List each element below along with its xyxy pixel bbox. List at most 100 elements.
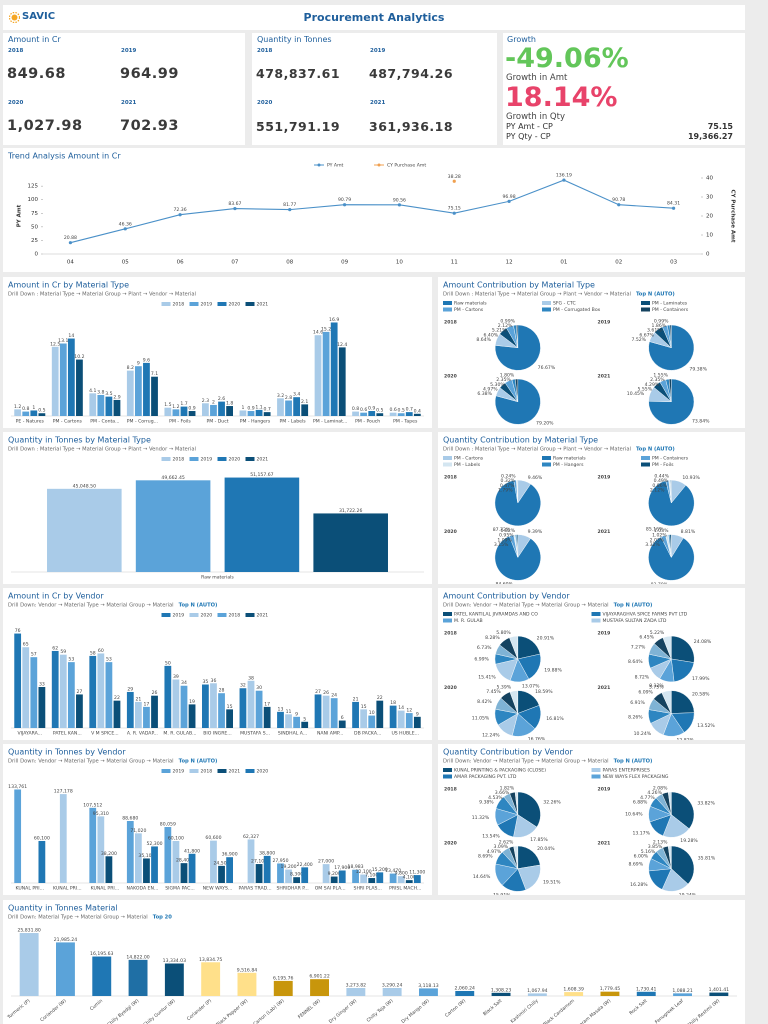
bar bbox=[202, 403, 209, 416]
y-tick-label: 100 bbox=[28, 197, 39, 203]
data-label: 12 bbox=[406, 708, 412, 714]
pie-label: 4.97% bbox=[487, 849, 502, 855]
data-label: 2 bbox=[212, 399, 215, 405]
pie-label: 0.99% bbox=[500, 319, 515, 325]
pie-label: 1.82% bbox=[500, 786, 515, 792]
legend-label: 2020 bbox=[229, 457, 241, 463]
pie-label: 0.99% bbox=[654, 319, 669, 325]
data-label: 16.9 bbox=[329, 317, 339, 323]
pie-label: 8.42% bbox=[477, 699, 492, 705]
pie-slice bbox=[668, 378, 672, 402]
kpi-amount: Amount in Cr 2018 849.68 2019 964.99 202… bbox=[3, 33, 245, 145]
data-label: 25,831.80 bbox=[17, 928, 40, 934]
pie-label: 0.49% bbox=[654, 478, 669, 484]
bar bbox=[226, 406, 233, 416]
bar bbox=[418, 988, 438, 996]
x-tick-label: MUSTAFA S... bbox=[240, 731, 270, 737]
pie-label: 0.86% bbox=[652, 483, 667, 489]
kpi-year: 2021 bbox=[370, 100, 386, 106]
pie-slice bbox=[671, 791, 695, 830]
data-label: 0.5 bbox=[38, 408, 45, 414]
bar bbox=[105, 662, 113, 728]
data-label: 4.1 bbox=[89, 388, 96, 394]
header: SAVIC Procurement Analytics bbox=[3, 5, 745, 30]
data-label: 36 bbox=[211, 678, 217, 684]
pie-label: 1.55% bbox=[653, 373, 668, 379]
growth-qty: 18.14% bbox=[505, 82, 618, 113]
pie-label: 6.67% bbox=[639, 332, 654, 338]
top-n-link[interactable]: Top N (AUTO) bbox=[179, 759, 218, 765]
bar bbox=[600, 991, 620, 996]
x-tick-label: 09 bbox=[341, 260, 348, 266]
data-label: 9.6 bbox=[143, 357, 150, 363]
top-n-link[interactable]: Top 20 bbox=[153, 915, 173, 921]
pie-label: 24.08% bbox=[694, 639, 712, 645]
legend-label: 2020 bbox=[257, 769, 269, 775]
bar bbox=[314, 335, 322, 416]
bar bbox=[14, 633, 22, 728]
data-label: 1.1 bbox=[255, 404, 262, 410]
bar bbox=[76, 359, 83, 416]
x-tick-label: NANI AMP... bbox=[317, 731, 343, 737]
point bbox=[342, 203, 347, 207]
data-label: 21 bbox=[353, 696, 359, 702]
legend-swatch bbox=[161, 302, 171, 306]
top-n-link[interactable]: Top N (AUTO) bbox=[614, 759, 653, 765]
legend-swatch bbox=[443, 618, 452, 623]
data-label: 38,800 bbox=[259, 850, 275, 856]
data-label: 52,300 bbox=[146, 841, 162, 847]
pie-label: 9.46% bbox=[528, 475, 543, 481]
chart-title: Quantity Contribution by Vendor bbox=[443, 748, 574, 757]
pie-label: 32.26% bbox=[543, 799, 561, 805]
pie-label: 1.86% bbox=[652, 323, 667, 329]
pie-label: 0.95% bbox=[499, 533, 514, 539]
legend-label: KUNAL PRINTING & PACKAGING (CLOSE) bbox=[454, 768, 546, 774]
data-label: 88,680 bbox=[122, 815, 138, 821]
data-label: 1.7 bbox=[180, 401, 187, 407]
bar bbox=[397, 710, 405, 728]
bar bbox=[277, 398, 284, 416]
top-n-link[interactable]: Top N (AUTO) bbox=[179, 603, 218, 609]
x-tick-label: 04 bbox=[67, 260, 74, 266]
pie-label: 0.32% bbox=[501, 478, 516, 484]
pie-label: 5.16% bbox=[641, 849, 656, 855]
legend-label: NEW WAYS FLEX PACKAGING bbox=[603, 774, 669, 780]
x-tick-label: SHRI PLAS... bbox=[354, 886, 382, 892]
data-label: 17,900 bbox=[334, 865, 350, 871]
x-tick-label: 02 bbox=[615, 260, 622, 266]
legend-label: 2020 bbox=[201, 613, 213, 619]
bar bbox=[413, 716, 421, 728]
data-label: 1 bbox=[32, 405, 35, 411]
legend-swatch bbox=[161, 613, 171, 617]
bar bbox=[263, 706, 271, 728]
bar bbox=[360, 412, 368, 416]
legend-swatch bbox=[189, 457, 199, 461]
bar bbox=[38, 840, 46, 883]
pie-label: 19.24% bbox=[679, 892, 697, 895]
bar bbox=[330, 322, 338, 416]
data-label: 6 bbox=[341, 715, 344, 721]
pie-label: 13.54% bbox=[482, 834, 500, 840]
legend-swatch bbox=[591, 618, 601, 623]
data-label: 0.5 bbox=[398, 408, 405, 414]
pie-label: 3.66% bbox=[495, 790, 510, 796]
bar bbox=[247, 680, 255, 728]
bar bbox=[51, 650, 59, 728]
pie-label: 4.26% bbox=[647, 790, 662, 796]
data-label: 107,512 bbox=[83, 802, 102, 808]
data-label: 29 bbox=[127, 686, 133, 692]
top-n-link[interactable]: Top N (AUTO) bbox=[614, 603, 653, 609]
top-n-link[interactable]: Top N (AUTO) bbox=[636, 447, 675, 453]
top-n-link[interactable]: Top N (AUTO) bbox=[636, 292, 675, 298]
data-label: 62 bbox=[52, 645, 58, 651]
x-tick-label: KUNAL PRI... bbox=[91, 886, 120, 892]
bar bbox=[226, 709, 233, 728]
legend-swatch bbox=[591, 774, 601, 779]
legend-swatch bbox=[217, 769, 227, 773]
data-label: 90.56 bbox=[393, 197, 406, 203]
pie-slice bbox=[662, 635, 672, 660]
bar bbox=[201, 962, 221, 996]
bar bbox=[126, 820, 134, 883]
py-label: PY Amt - CP bbox=[506, 122, 553, 131]
pie-label: 10.93% bbox=[682, 475, 700, 481]
